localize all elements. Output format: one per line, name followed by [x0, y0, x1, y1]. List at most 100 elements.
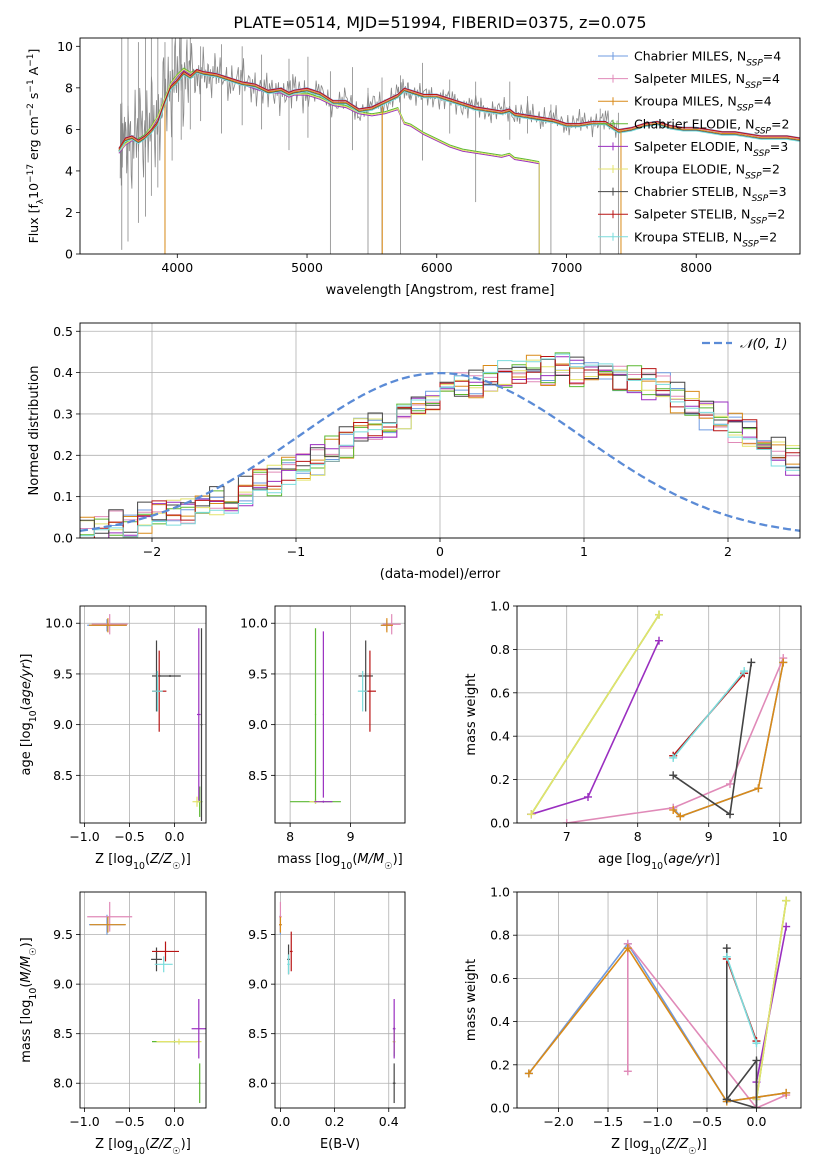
x-tick-label: 0 — [436, 544, 444, 559]
x-axis-label: Z [log10(Z/Z☉)] — [611, 1137, 707, 1157]
legend-label: Kroupa STELIB, NSSP=2 — [634, 229, 777, 249]
x-tick-label: 9 — [347, 829, 355, 844]
legend-label: Kroupa MILES, NSSP=4 — [634, 94, 772, 114]
y-axis-label: Normed distribution — [27, 366, 42, 496]
spectrum-model-chabrier_stelib — [118, 71, 800, 152]
axes-frame — [79, 322, 801, 539]
y-tick-label: 0.8 — [490, 928, 510, 943]
legend-label: Chabrier ELODIE, NSSP=2 — [634, 116, 789, 136]
y-tick-label: 0.0 — [490, 816, 510, 831]
y-tick-label: 0.3 — [53, 406, 73, 421]
y-tick-label: 0.2 — [53, 448, 73, 463]
y-tick-label: 2 — [65, 205, 73, 220]
y-axis-label: mass [log10(M/M☉)] — [19, 937, 39, 1063]
y-tick-label: 1.0 — [490, 599, 510, 614]
weight-line-kroupa_miles — [672, 662, 785, 818]
y-tick-label: 0.2 — [490, 772, 510, 787]
axes-frame — [516, 605, 802, 824]
plot-area — [279, 901, 396, 1104]
y-tick-label: 8.5 — [53, 1026, 73, 1041]
x-tick-label: −1 — [287, 544, 305, 559]
y-tick-label: 9.5 — [248, 927, 268, 942]
y-tick-label: 8 — [65, 80, 73, 95]
y-tick-label: 9.5 — [248, 666, 268, 681]
plot-area — [118, 38, 800, 254]
x-axis-label: Z [log10(Z/Z☉)] — [95, 852, 191, 872]
x-axis-label: (data-model)/error — [380, 567, 501, 582]
weight-line-kroupa_elodie — [755, 900, 787, 1100]
y-axis-label: age [log10(age/yr)] — [19, 653, 39, 775]
axes-frame — [79, 37, 801, 255]
x-tick-label: −0.5 — [114, 1114, 144, 1129]
y-tick-label: 0.8 — [490, 642, 510, 657]
y-tick-label: 8.5 — [248, 1026, 268, 1041]
plot-area — [87, 614, 203, 821]
x-tick-label: 7 — [563, 829, 571, 844]
panel-mass-vs-Z: −1.0 −0.5 0.0 8.0 8.5 9.0 9.5 Z [log10(Z/Z☉)] ma… — [19, 891, 207, 1157]
plot-area — [290, 614, 401, 804]
y-axis-label: Flux [fλ10−17 erg cm−2 s−1 A−1] — [26, 49, 46, 244]
x-tick-label: 6000 — [421, 260, 453, 275]
y-tick-label: 0.1 — [53, 489, 73, 504]
weight-line-salpeter_miles — [566, 657, 785, 823]
y-tick-label: 9.0 — [248, 717, 268, 732]
y-tick-label: 10.0 — [240, 616, 268, 631]
x-tick-label: −1.0 — [69, 829, 99, 844]
y-tick-label: 0.4 — [490, 1014, 510, 1029]
x-tick-label: 0.0 — [747, 1114, 767, 1129]
x-tick-label: 4000 — [161, 260, 193, 275]
spectrum-model-salpeter_miles — [118, 69, 800, 150]
y-tick-label: 10 — [57, 39, 73, 54]
x-tick-label: 10 — [772, 829, 788, 844]
x-tick-label: −1.0 — [69, 1114, 99, 1129]
panel-mass-weight-vs-Z: −2.0 −1.5 −1.0 −0.5 0.0 0.0 0.2 0.4 0.6 0.8 1.0 Z [… — [464, 885, 802, 1157]
figure-title: PLATE=0514, MJD=51994, FIBERID=0375, z=0… — [233, 13, 646, 32]
legend-label: Chabrier MILES, NSSP=4 — [634, 49, 781, 69]
x-tick-label: −1.0 — [642, 1114, 672, 1129]
x-tick-label: −0.5 — [114, 829, 144, 844]
y-tick-label: 0 — [65, 247, 73, 262]
y-tick-label: 4 — [65, 163, 73, 178]
legend-label: Kroupa ELODIE, NSSP=2 — [634, 162, 780, 182]
axes-frame — [516, 891, 802, 1109]
spectrum-model-kroupa_stelib — [118, 72, 800, 153]
y-tick-label: 6 — [65, 122, 73, 137]
x-tick-label: 0.0 — [165, 1114, 185, 1129]
legend-label: Salpeter MILES, NSSP=4 — [634, 71, 780, 91]
weight-line-kroupa_stelib — [726, 956, 758, 1044]
y-tick-label: 8.5 — [248, 768, 268, 783]
x-axis-label: E(B-V) — [320, 1137, 360, 1152]
panel-age-vs-Z: −1.0 −0.5 0.0 8.5 9.0 9.5 10.0 Z [log10(Z/Z☉)] a… — [19, 605, 207, 872]
x-tick-label: 9 — [705, 829, 713, 844]
axes-frame — [79, 605, 207, 824]
y-tick-label: 9.0 — [248, 977, 268, 992]
y-tick-label: 0.2 — [490, 1057, 510, 1072]
plot-area — [527, 610, 788, 823]
y-tick-label: 0.6 — [490, 685, 510, 700]
x-tick-label: 1 — [580, 544, 588, 559]
x-axis-label: mass [log10(M/M☉)] — [277, 852, 403, 872]
x-tick-label: 8000 — [680, 260, 712, 275]
axes-frame — [274, 891, 406, 1109]
hist-salpeter_stelib — [80, 356, 800, 538]
grid-lines — [275, 606, 405, 823]
y-tick-label: 0.5 — [53, 324, 73, 339]
weight-line-salpeter_miles — [627, 941, 787, 1108]
x-tick-label: 5000 — [291, 260, 323, 275]
y-tick-label: 10.0 — [45, 616, 73, 631]
axes-frame — [79, 891, 207, 1109]
legend-label: Salpeter STELIB, NSSP=2 — [634, 207, 785, 227]
legend-label: Chabrier STELIB, NSSP=3 — [634, 184, 787, 204]
x-axis-label: wavelength [Angstrom, rest frame] — [326, 283, 555, 298]
spectrum-model-kroupa_miles — [118, 70, 800, 151]
weight-line-kroupa_elodie — [530, 614, 660, 815]
y-axis-label: mass weight — [464, 959, 479, 1041]
normal-curve — [80, 371, 800, 532]
y-tick-label: 8.0 — [248, 1076, 268, 1091]
panel-spectrum: 4000 5000 6000 7000 8000 0 2 4 6 8 10 wavelength [A… — [26, 37, 801, 298]
y-tick-label: 0.4 — [490, 729, 510, 744]
x-tick-label: 2 — [724, 544, 732, 559]
plot-area — [80, 352, 800, 538]
x-tick-label: 7000 — [551, 260, 583, 275]
